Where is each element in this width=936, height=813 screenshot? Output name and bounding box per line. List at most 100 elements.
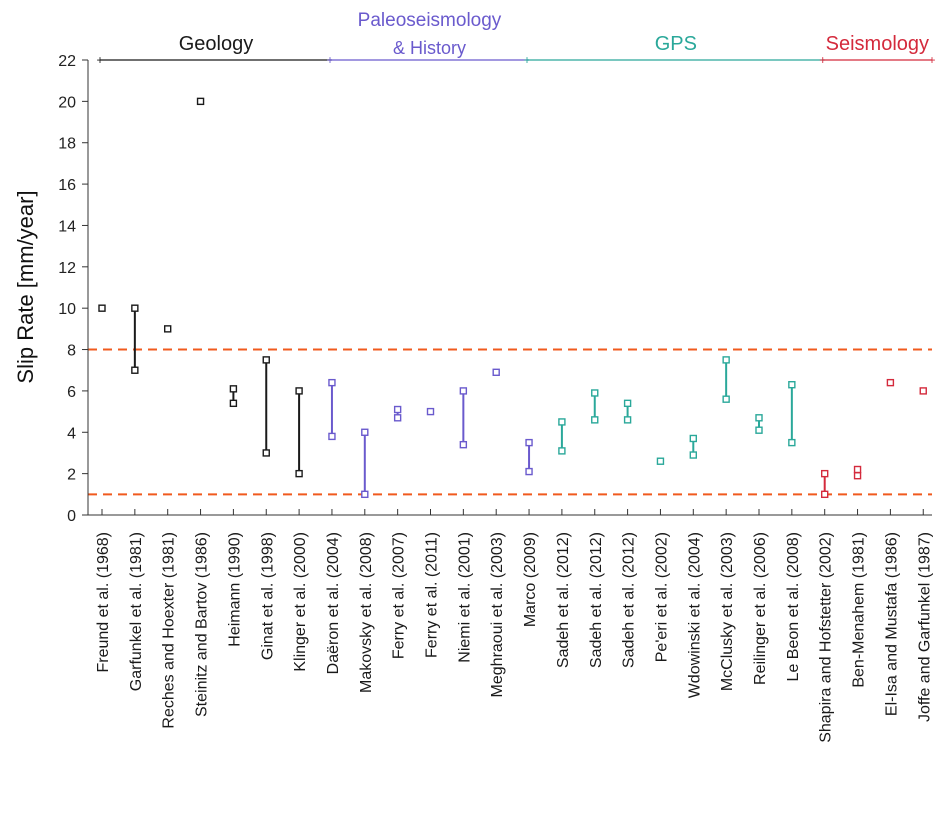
category-groups: +Geology+Paleoseismology& History+GPS+ +S…: [96, 10, 935, 67]
data-point: [591, 416, 599, 424]
x-tick-label: Sadeh et al. (2012): [588, 532, 605, 668]
data-point: [393, 405, 402, 414]
x-tick-label: Ginat et al. (1998): [259, 532, 276, 660]
data-point: [295, 387, 303, 395]
x-tick-label: Wdowinski et al. (2004): [686, 532, 703, 698]
x-tick-label: Reches and Hoexter (1981): [161, 532, 178, 729]
data-point: [656, 457, 665, 465]
x-tick-label: Sadeh et al. (2012): [621, 532, 638, 668]
data-point: [525, 467, 533, 476]
data-point: [689, 451, 697, 459]
data-marks: [98, 97, 927, 515]
x-axis-labels: Freund et al. (1968) Garfunkel et al. (19…: [95, 532, 933, 743]
data-point: [459, 440, 468, 449]
axes: [87, 60, 932, 516]
group-label: Geology: [179, 33, 254, 55]
data-point: [623, 399, 632, 408]
data-point: [886, 378, 895, 387]
data-point: [755, 414, 763, 422]
data-point: [689, 434, 697, 443]
data-point: [623, 416, 632, 424]
x-tick-label: Steinitz and Bartov (1986): [194, 532, 211, 717]
data-point: [558, 418, 566, 426]
x-tick-label: Garfunkel et al. (1981): [128, 532, 145, 691]
y-axis-ticks: 0 2 4 6 8 10 12 14 16 18 20 22: [58, 53, 88, 525]
x-tick-label: Freund et al. (1968): [95, 532, 112, 673]
data-point: [525, 438, 533, 447]
x-tick-label: Le Beon et al. (2008): [785, 532, 802, 681]
data-point: [328, 378, 336, 387]
data-point: [229, 385, 238, 393]
data-point: [788, 381, 796, 389]
data-point: [821, 469, 829, 478]
data-point: [98, 304, 106, 312]
y-tick-label: 14: [58, 218, 76, 235]
x-tick-label: Sadeh et al. (2012): [555, 532, 572, 668]
data-point: [426, 407, 435, 416]
x-tick-label: Shapira and Hofstetter (2002): [818, 532, 835, 743]
data-point: [492, 368, 500, 376]
data-point: [722, 356, 730, 364]
y-tick-label: 12: [58, 260, 76, 277]
y-tick-label: 18: [58, 136, 76, 153]
y-tick-label: 8: [67, 343, 76, 360]
group-span-marker: +: [819, 53, 826, 67]
x-tick-label: Ferry et al. (2007): [391, 532, 408, 659]
group-label-line2: & History: [393, 38, 466, 58]
data-point: [262, 449, 270, 457]
y-tick-label: 6: [67, 384, 76, 401]
group-label: Seismology: [826, 33, 929, 55]
y-tick-label: 0: [67, 508, 76, 525]
y-tick-label: 10: [58, 301, 76, 318]
data-point: [558, 447, 566, 455]
x-tick-label: Makovsky et al. (2008): [358, 532, 375, 693]
data-point: [853, 472, 862, 480]
y-tick-label: 22: [58, 53, 76, 70]
x-tick-label: El-Isa and Mustafa (1986): [883, 532, 900, 716]
x-tick-label: Reilinger et al. (2006): [752, 532, 769, 685]
data-point: [361, 428, 369, 436]
data-point: [853, 465, 862, 474]
x-tick-label: Ben-Menahem (1981): [851, 532, 868, 688]
data-point: [328, 432, 336, 441]
reference-lines: [88, 348, 932, 496]
data-point: [163, 325, 172, 333]
x-tick-label: Klinger et al. (2000): [292, 532, 309, 672]
x-tick-label: McClusky et al. (2003): [719, 532, 736, 691]
x-tick-label: Meghraoui et al. (2003): [489, 532, 506, 697]
x-tick-label: Joffe and Garfunkel (1987): [916, 532, 933, 722]
x-tick-label: Marco (2009): [522, 532, 539, 627]
data-point: [131, 304, 139, 312]
data-point: [196, 97, 205, 106]
data-point: [919, 387, 927, 395]
x-tick-label: Ferry et al. (2011): [424, 532, 441, 658]
data-point: [755, 426, 763, 434]
data-point: [821, 490, 829, 499]
y-tick-label: 20: [58, 94, 76, 111]
x-tick-label: Daëron et al. (2004): [325, 532, 342, 674]
data-point: [393, 414, 402, 422]
data-point: [722, 395, 730, 403]
y-tick-label: 16: [58, 177, 76, 194]
group-span-marker: +: [96, 53, 103, 67]
data-point: [788, 438, 796, 447]
data-point: [262, 356, 270, 364]
data-point: [591, 389, 599, 397]
y-tick-label: 4: [67, 425, 76, 442]
x-tick-label: Heimann (1990): [226, 532, 243, 647]
group-span-marker: +: [928, 53, 935, 67]
group-label: GPS: [655, 33, 697, 55]
data-point: [229, 399, 238, 408]
data-point: [295, 469, 303, 478]
x-tick-label: Niemi et al. (2001): [456, 532, 473, 663]
group-span-marker: +: [326, 53, 333, 67]
y-tick-label: 2: [67, 467, 76, 484]
group-span-marker: +: [524, 53, 531, 67]
x-tick-label: Pe'eri et al. (2002): [653, 532, 670, 662]
data-point: [459, 387, 468, 395]
group-label-line1: Paleoseismology: [358, 10, 502, 31]
data-point: [131, 366, 139, 374]
data-point: [361, 490, 369, 499]
y-axis-label: Slip Rate [mm/year]: [13, 190, 38, 383]
